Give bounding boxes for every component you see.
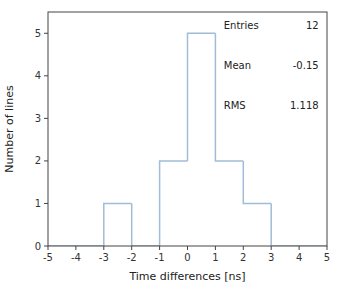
histogram-bin bbox=[132, 203, 160, 246]
x-tick bbox=[187, 246, 188, 250]
x-tick bbox=[48, 246, 49, 250]
x-tick-label: 3 bbox=[268, 252, 274, 263]
histogram-bin bbox=[104, 203, 132, 246]
y-tick-label: 5 bbox=[35, 28, 41, 39]
x-tick-label: 1 bbox=[212, 252, 218, 263]
y-tick bbox=[44, 160, 48, 161]
histogram-bin bbox=[243, 161, 271, 204]
chart: -5-4-3-2-1012345012345Time differences [… bbox=[0, 0, 339, 286]
x-tick-label: -1 bbox=[155, 252, 165, 263]
stats-label: Mean bbox=[224, 60, 251, 71]
x-tick-label: 2 bbox=[240, 252, 246, 263]
x-tick bbox=[271, 246, 272, 250]
y-tick bbox=[44, 203, 48, 204]
histogram-bin bbox=[215, 33, 243, 161]
stats-value: 1.118 bbox=[290, 100, 319, 111]
y-tick-label: 3 bbox=[35, 113, 41, 124]
stats-label: RMS bbox=[224, 100, 246, 111]
x-tick bbox=[75, 246, 76, 250]
x-tick bbox=[243, 246, 244, 250]
x-axis-label: Time differences [ns] bbox=[128, 270, 245, 283]
x-tick-label: 4 bbox=[296, 252, 302, 263]
x-tick bbox=[327, 246, 328, 250]
y-tick-label: 2 bbox=[35, 155, 41, 166]
x-tick-label: -3 bbox=[99, 252, 109, 263]
histogram-bin bbox=[188, 33, 216, 161]
y-tick bbox=[44, 33, 48, 34]
x-tick bbox=[103, 246, 104, 250]
x-tick bbox=[215, 246, 216, 250]
y-tick bbox=[44, 246, 48, 247]
histogram-bin bbox=[271, 203, 299, 246]
y-tick-label: 1 bbox=[35, 198, 41, 209]
stats-value: -0.15 bbox=[293, 60, 319, 71]
y-tick-label: 4 bbox=[35, 70, 41, 81]
histogram-bin bbox=[160, 161, 188, 246]
x-tick-label: -2 bbox=[127, 252, 137, 263]
x-tick-label: -4 bbox=[71, 252, 81, 263]
stats-value: 12 bbox=[306, 20, 319, 31]
stats-label: Entries bbox=[224, 20, 259, 31]
x-tick bbox=[159, 246, 160, 250]
x-tick bbox=[131, 246, 132, 250]
y-axis-label: Number of lines bbox=[3, 85, 16, 173]
x-tick-label: 5 bbox=[324, 252, 330, 263]
y-tick bbox=[44, 118, 48, 119]
x-tick bbox=[299, 246, 300, 250]
histogram bbox=[48, 33, 327, 246]
plot-frame bbox=[48, 12, 327, 246]
y-tick-label: 0 bbox=[35, 241, 41, 252]
x-tick-label: 0 bbox=[184, 252, 190, 263]
y-tick bbox=[44, 75, 48, 76]
x-tick-label: -5 bbox=[43, 252, 53, 263]
